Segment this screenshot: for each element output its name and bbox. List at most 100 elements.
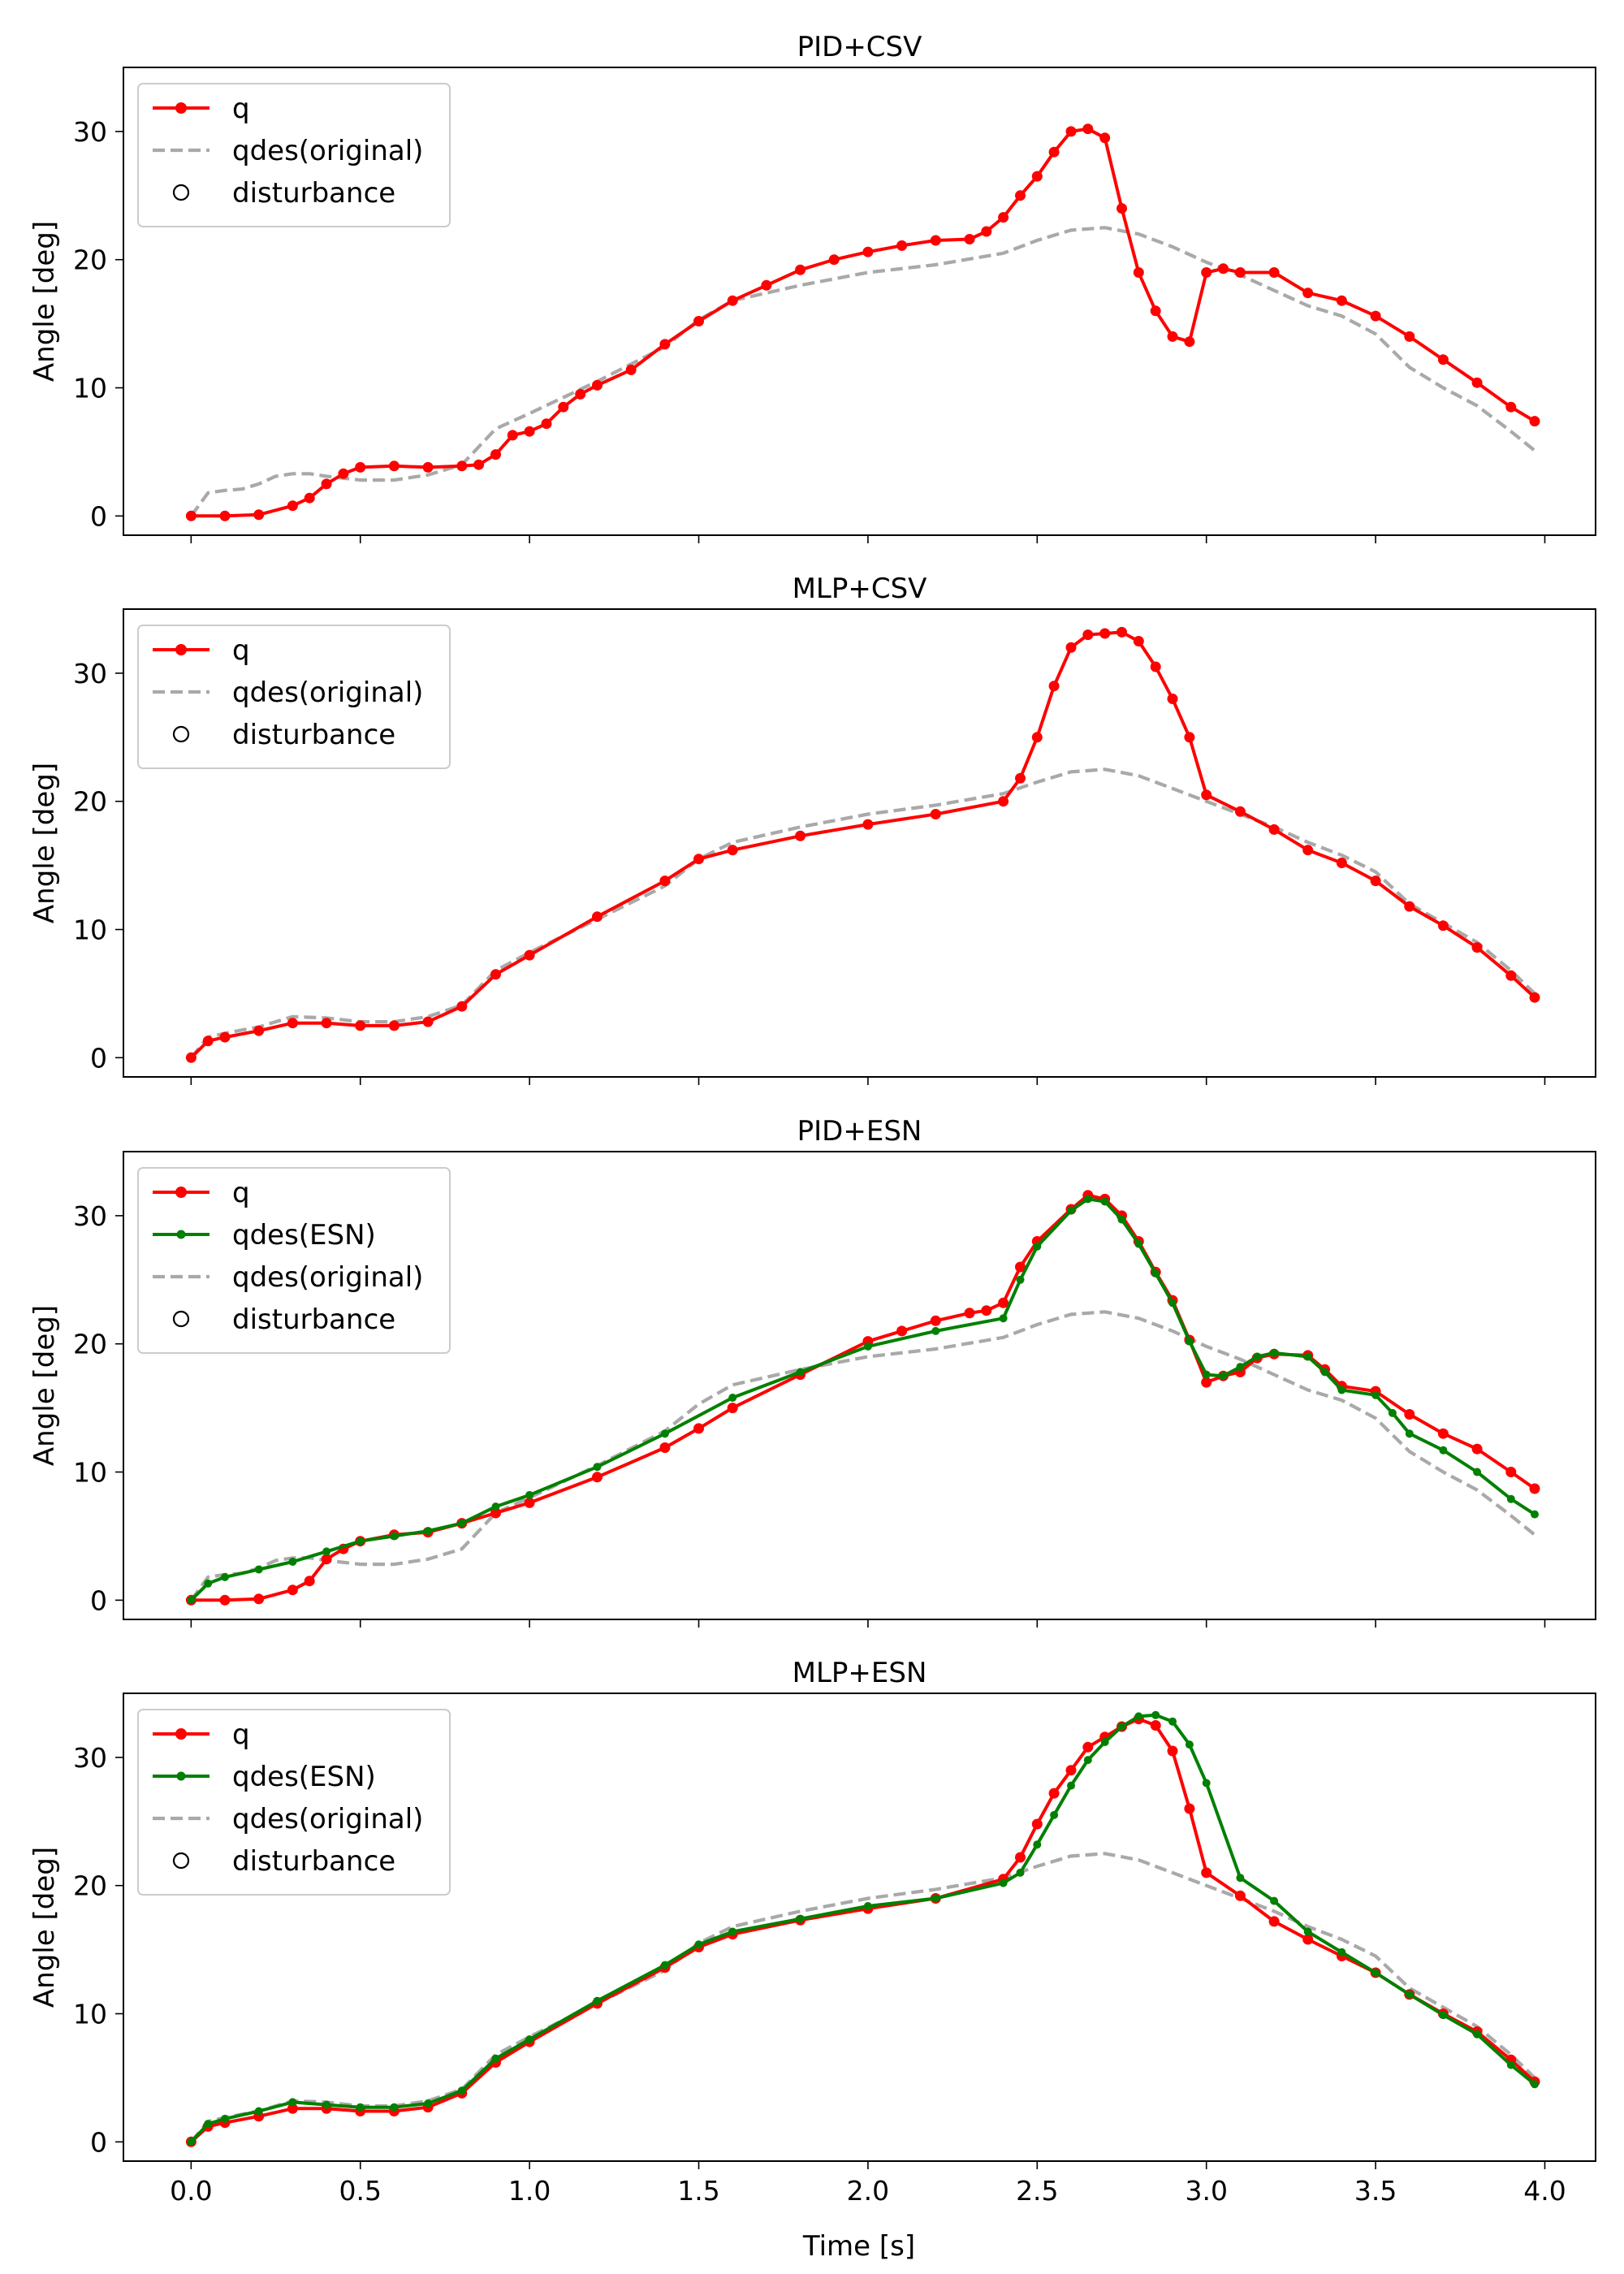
series-qdes-original- <box>189 767 1536 1059</box>
data-point <box>1303 1927 1312 1936</box>
data-point <box>473 459 485 470</box>
legend: q qdes(original) disturbance <box>137 83 451 227</box>
y-axis-label: Angle [deg] <box>28 763 61 923</box>
data-point <box>998 212 1009 223</box>
y-tick-label: 30 <box>73 1200 107 1232</box>
data-point <box>1150 1720 1161 1731</box>
data-point <box>1505 970 1517 981</box>
y-tick-label: 30 <box>73 116 107 148</box>
data-point <box>287 500 298 512</box>
data-point <box>659 339 671 350</box>
data-point <box>1336 295 1347 306</box>
data-point <box>490 449 501 460</box>
data-point <box>204 1579 213 1588</box>
data-point <box>592 379 603 391</box>
data-point <box>693 316 704 326</box>
series-q <box>185 123 1540 521</box>
data-point <box>253 1593 265 1605</box>
data-point <box>287 2103 298 2114</box>
data-point <box>1050 1810 1059 1819</box>
data-point <box>491 2054 500 2063</box>
data-point <box>1031 171 1043 182</box>
data-point <box>981 1305 992 1316</box>
y-tick-label: 0 <box>90 1584 107 1616</box>
data-point <box>660 1961 669 1969</box>
data-point <box>828 254 840 266</box>
data-point <box>1151 1710 1160 1719</box>
legend-box <box>137 1167 451 1354</box>
y-tick-label: 10 <box>73 1457 107 1489</box>
legend-label: q <box>232 1177 250 1209</box>
data-point <box>1437 1428 1449 1439</box>
x-tick-label: 4.0 <box>1523 2175 1566 2207</box>
data-point <box>796 1368 805 1377</box>
data-point <box>1016 1275 1025 1284</box>
data-point <box>931 1326 940 1335</box>
data-point <box>761 279 772 291</box>
data-point <box>1201 1867 1212 1878</box>
legend-label: qdes(original) <box>232 1261 423 1294</box>
data-point <box>863 1342 872 1351</box>
data-point <box>795 264 806 275</box>
data-point <box>322 1547 331 1556</box>
series-q <box>185 626 1540 1063</box>
data-point <box>1031 732 1043 743</box>
data-point <box>456 460 468 472</box>
data-point <box>1268 1916 1280 1927</box>
data-point <box>254 1565 263 1574</box>
data-point <box>1116 203 1127 214</box>
data-point <box>1371 1969 1380 1977</box>
data-point <box>981 226 992 237</box>
data-point <box>728 1927 737 1936</box>
series-line <box>189 1713 1536 2143</box>
x-tick-label: 1.0 <box>508 2175 551 2207</box>
data-point <box>1134 1239 1143 1248</box>
series-qdes-original- <box>189 1310 1536 1602</box>
data-point <box>1151 1269 1160 1278</box>
legend-label: q <box>232 93 250 125</box>
series-line <box>189 1852 1536 2143</box>
data-point <box>1065 126 1077 137</box>
data-point <box>693 1423 704 1434</box>
x-axis-label: Time [s] <box>802 2230 915 2263</box>
data-point <box>253 509 265 521</box>
data-point <box>1100 1738 1109 1746</box>
data-point <box>1302 287 1314 299</box>
data-point <box>999 1878 1008 1887</box>
data-point <box>1201 789 1212 801</box>
data-point <box>1471 377 1483 388</box>
x-tick-label: 2.5 <box>1016 2175 1058 2207</box>
data-point <box>1015 1261 1026 1273</box>
chart-title: PID+CSV <box>797 31 922 63</box>
y-tick-label: 10 <box>73 1999 107 2030</box>
data-point <box>1370 310 1381 322</box>
data-point <box>1031 1818 1043 1830</box>
data-point <box>422 1016 434 1027</box>
data-point <box>1168 1299 1177 1308</box>
data-point <box>1117 1723 1126 1731</box>
chart-panel-4: MLP+ESN Angle [deg] 0.0 0.5 1.0 1.5 2.0 2.5 3.0 3… <box>28 1657 1596 2207</box>
legend-marker <box>175 1187 187 1198</box>
y-axis-label: Angle [deg] <box>28 1847 61 2008</box>
data-point <box>288 1558 297 1566</box>
data-point <box>1337 1386 1346 1394</box>
data-point <box>390 2103 399 2112</box>
data-point <box>1268 267 1280 278</box>
data-point <box>1236 1874 1245 1883</box>
data-point <box>1099 132 1111 144</box>
data-point <box>930 809 941 819</box>
data-point <box>1184 336 1195 348</box>
data-point <box>964 234 975 244</box>
data-point <box>1437 354 1449 365</box>
data-point <box>185 510 197 521</box>
data-point <box>1404 331 1415 342</box>
x-tick-label: 1.5 <box>677 2175 719 2207</box>
data-point <box>1201 267 1212 278</box>
data-point <box>1529 1483 1540 1494</box>
data-point <box>524 426 535 437</box>
x-tick-label: 0.0 <box>170 2175 212 2207</box>
legend-marker <box>172 1310 190 1328</box>
data-point <box>1303 1352 1312 1361</box>
chart-panel-1: PID+CSV Angle [deg] 0 10 20 30 q qdes(original)… <box>28 31 1596 543</box>
data-point <box>388 1020 400 1031</box>
